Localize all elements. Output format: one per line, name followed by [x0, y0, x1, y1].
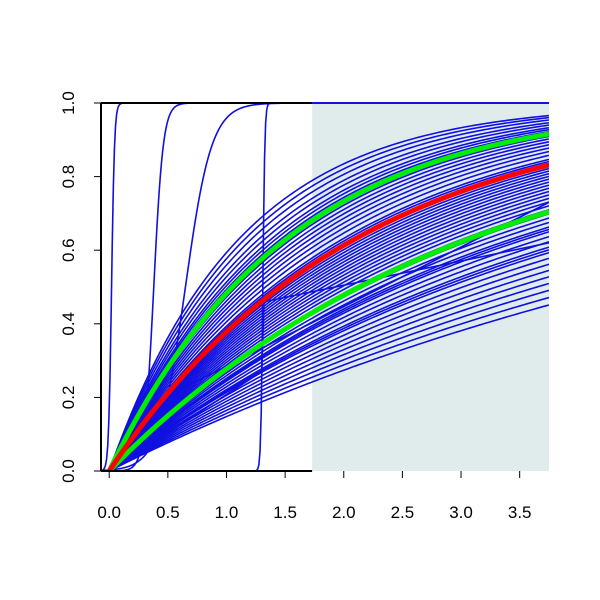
sample-series-line [108, 128, 549, 471]
sample-series-line [108, 184, 549, 471]
x-tick-label: 2.0 [332, 503, 356, 522]
sample-series-line [108, 289, 549, 471]
y-tick-label: 0.6 [59, 238, 78, 262]
sample-series-line [108, 144, 549, 471]
sample-series-line [108, 194, 549, 471]
sample-series-line [108, 282, 549, 471]
sample-series-line [108, 246, 549, 471]
y-tick-label: 0.4 [59, 312, 78, 336]
y-tick-label: 0.0 [59, 459, 78, 483]
sample-series-line [108, 241, 549, 471]
sample-series-line [108, 221, 549, 471]
steep-series-line [101, 103, 549, 471]
sample-series-line [108, 172, 549, 471]
sample-series-line [108, 147, 549, 471]
sample-series-line [108, 121, 549, 471]
sample-series-line [108, 276, 549, 471]
y-tick-label: 0.2 [59, 386, 78, 410]
sample-series-line [108, 124, 549, 471]
kinked-series-line [108, 242, 549, 471]
sample-series-line [108, 201, 549, 471]
sample-series-line [108, 235, 549, 471]
x-tick-label: 1.5 [273, 503, 297, 522]
sample-series-line [108, 197, 549, 471]
x-tick-label: 2.5 [391, 503, 415, 522]
y-tick-label: 1.0 [59, 91, 78, 115]
sample-series-line [108, 116, 549, 471]
sample-series-line [108, 119, 549, 471]
upper-band-line [106, 131, 549, 471]
sample-series-line [108, 269, 549, 471]
sample-series-line [108, 226, 549, 471]
sample-series-line [108, 249, 549, 471]
sample-series-line [108, 158, 549, 471]
sample-series-line [108, 190, 549, 471]
sample-series-line [108, 296, 549, 471]
sample-series-line [108, 251, 549, 471]
sample-series-line [108, 170, 549, 471]
x-tick-label: 3.0 [449, 503, 473, 522]
lower-band-line [107, 209, 549, 471]
median-line [107, 162, 549, 471]
sample-series-line [108, 126, 549, 471]
y-tick-label: 0.8 [59, 165, 78, 189]
x-tick-label: 0.0 [97, 503, 121, 522]
sample-series-line [108, 304, 549, 471]
sample-series-line [108, 178, 549, 471]
sample-series-line [108, 138, 549, 471]
y-axis: 0.0 0.2 0.4 0.6 0.8 1.0 [59, 91, 101, 483]
x-axis: 0.0 0.5 1.0 1.5 2.0 2.5 3.0 3.5 [97, 471, 532, 522]
sample-series-line [108, 150, 549, 471]
sample-series-line [108, 187, 549, 471]
sample-series-line [108, 141, 549, 471]
sample-series-line [108, 257, 549, 471]
sample-series-line [108, 175, 549, 471]
axes-frame [100, 102, 549, 472]
x-tick-label: 0.5 [156, 503, 180, 522]
x-tick-label: 1.0 [215, 503, 239, 522]
x-tick-label: 3.5 [508, 503, 532, 522]
sample-series-line [108, 154, 549, 471]
series-layer [101, 103, 549, 471]
